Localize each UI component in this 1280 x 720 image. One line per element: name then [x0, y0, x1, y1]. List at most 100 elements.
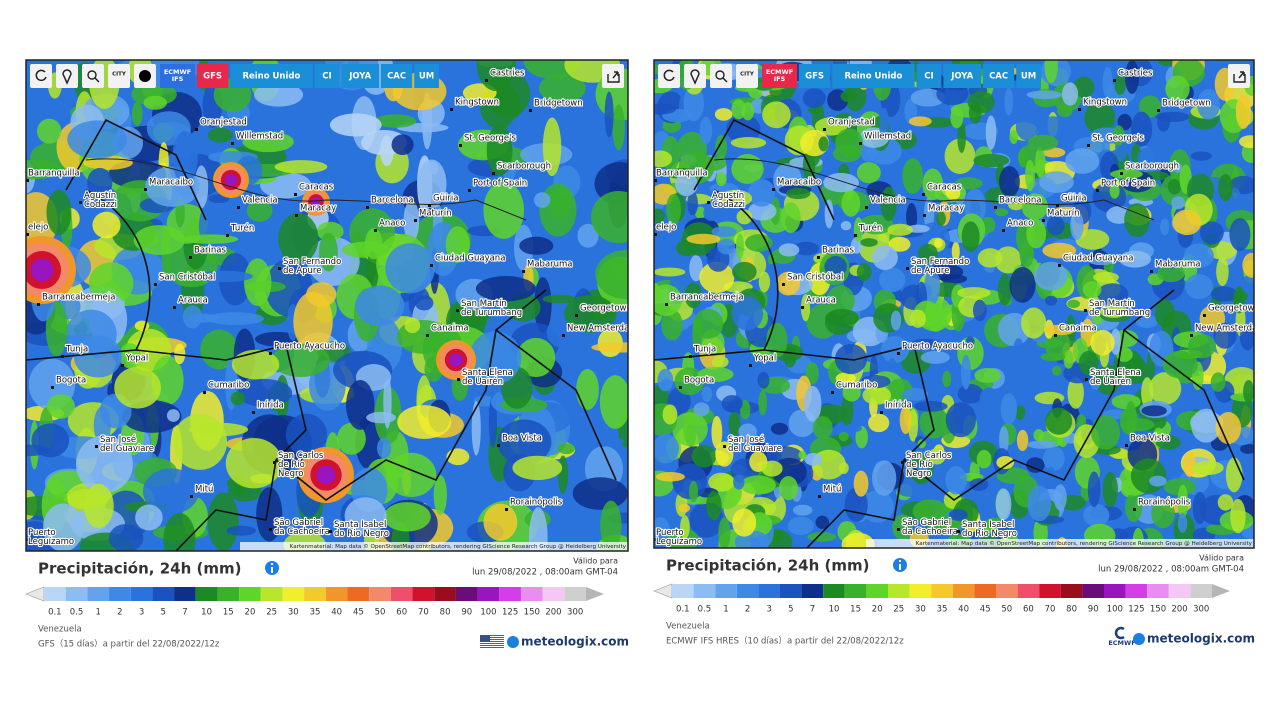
precip-patch	[862, 385, 892, 405]
precip-patch	[672, 412, 708, 447]
precip-patch	[1217, 494, 1234, 511]
info-dot	[898, 559, 902, 563]
city-dot	[492, 172, 495, 175]
precip-patch	[1114, 74, 1126, 95]
brand: meteologix.com	[521, 635, 629, 649]
precip-patch	[1016, 429, 1029, 452]
info-button[interactable]	[893, 558, 907, 572]
model-button-bg	[381, 64, 413, 88]
coastline	[713, 158, 1155, 221]
city-label: Port of Spain	[473, 179, 527, 189]
model-button[interactable]: CI	[916, 64, 942, 88]
precip-patch	[683, 85, 705, 122]
precip-patch	[285, 413, 328, 456]
precip-patch	[655, 471, 685, 482]
scale-cell	[974, 584, 996, 598]
tool-button[interactable]	[658, 64, 680, 88]
precip-patch	[662, 404, 678, 425]
model-button[interactable]: JOYA	[341, 64, 379, 88]
precip-patch	[741, 102, 755, 121]
model-button[interactable]: CAC	[983, 64, 1015, 88]
precip-patch	[1243, 379, 1254, 403]
precip-patch	[944, 138, 976, 175]
precip-patch	[974, 367, 1001, 384]
city-dot	[1113, 79, 1116, 82]
precip-patch	[1021, 307, 1047, 339]
model-button[interactable]: JOYA	[943, 64, 981, 88]
precip-patch	[1053, 484, 1067, 511]
model-button[interactable]: UM	[1016, 64, 1041, 88]
precip-patch	[1073, 511, 1085, 540]
precip-patch	[936, 211, 946, 226]
precip-patch	[994, 208, 1009, 217]
precip-patch	[715, 172, 727, 187]
city-dot	[189, 256, 192, 259]
tool-button[interactable]	[82, 64, 104, 88]
precip-patch	[778, 476, 798, 501]
model-button[interactable]: CAC	[381, 64, 413, 88]
model-button-bg	[230, 64, 313, 88]
tool-button[interactable]	[56, 64, 78, 88]
precip-patch	[293, 291, 333, 352]
scale-arrow-right	[586, 587, 604, 601]
precip-patch	[475, 276, 536, 302]
precip-patch	[26, 159, 61, 180]
city-dot	[854, 234, 857, 237]
brand-icon	[507, 636, 519, 648]
tool-button[interactable]: CITY	[736, 64, 758, 88]
city-label: Rorainópolis	[1138, 497, 1191, 508]
city-label: Inírida	[257, 401, 284, 411]
precip-patch	[512, 455, 563, 481]
model-button[interactable]: ECMWF IFS	[160, 64, 195, 88]
tool-button[interactable]: CITY	[108, 64, 130, 88]
precip-patch	[951, 241, 960, 262]
city-dot	[994, 206, 997, 209]
precip-patch	[1093, 271, 1119, 283]
precip-patch	[1141, 405, 1167, 417]
precip-patch	[697, 366, 734, 382]
model-button[interactable]: Reino Unido	[832, 64, 915, 88]
share-button[interactable]	[602, 64, 624, 88]
share-button[interactable]	[1228, 64, 1250, 88]
city-label: Barranquilla	[28, 169, 80, 179]
precip-patch	[909, 309, 927, 328]
tool-button[interactable]	[710, 64, 732, 88]
precip-patch	[899, 405, 912, 435]
precip-patch	[1070, 210, 1084, 241]
precip-patch	[1014, 405, 1026, 420]
tool-button[interactable]	[30, 64, 52, 88]
precip-patch	[366, 250, 379, 291]
city-dot	[1133, 508, 1136, 511]
panel: Castries Kingstown Bridgetown Oranjestad Wil…	[653, 59, 1255, 647]
precip-patch	[1210, 372, 1226, 392]
precip-patch	[1065, 148, 1100, 174]
model-button[interactable]: ECMWF IFS	[762, 64, 797, 88]
precip-patch	[131, 101, 143, 127]
model-button[interactable]: CI	[314, 64, 340, 88]
city-label: Puerto Leguízamo	[656, 528, 702, 547]
city-label: Scarborough	[497, 162, 551, 172]
city-label: Boa Vista	[502, 434, 542, 444]
model-button[interactable]: GFS	[197, 64, 229, 88]
scale-label: 30	[288, 608, 299, 618]
model-button[interactable]: GFS	[799, 64, 831, 88]
precip-patch	[672, 463, 708, 500]
city-label: Bridgetown	[1162, 99, 1211, 109]
tool-button[interactable]	[684, 64, 706, 88]
model-button[interactable]: UM	[414, 64, 439, 88]
precip-patch	[957, 121, 966, 154]
precip-patch	[972, 299, 987, 322]
scale-cell	[736, 584, 759, 598]
info-button[interactable]	[265, 561, 279, 575]
scale-cell	[758, 584, 780, 598]
precip-patch	[1183, 451, 1196, 477]
model-button[interactable]: Reino Unido	[230, 64, 313, 88]
tool-button[interactable]	[134, 64, 156, 88]
model-button-bg	[314, 64, 340, 88]
city-label: Georgetown	[580, 304, 632, 314]
city-label: Kingstown	[1083, 98, 1127, 108]
precip-patch	[654, 284, 682, 317]
city-dot	[26, 233, 29, 236]
city-label: San Cristóbal	[159, 272, 215, 283]
scale-label: 1	[95, 608, 100, 618]
